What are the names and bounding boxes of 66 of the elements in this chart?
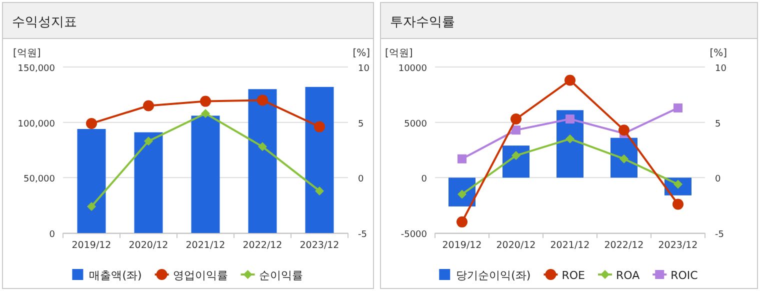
y2-axis-title: [%] [352,48,370,59]
x-tick-label: 2020/12 [128,240,168,251]
y2-tick-label: 0 [358,174,364,185]
point [618,124,630,136]
point [564,74,576,86]
x-tick-label: 2022/12 [242,240,282,251]
point [315,186,324,196]
bar [191,116,220,233]
point [672,198,684,210]
y2-tick-label: 10 [715,64,727,74]
y2-tick-label: -5 [715,230,724,240]
x-tick-label: 2023/12 [658,240,698,251]
y2-axis-title: [%] [710,48,728,59]
legend-label: 순이익률 [258,269,303,282]
point [86,118,97,129]
y-tick-label: 5000 [404,119,428,130]
bar [248,89,277,233]
y-tick-label: -5000 [400,230,428,240]
y-tick-label: 150,000 [18,64,56,74]
point [200,96,211,107]
point [144,136,153,146]
point [201,108,210,118]
x-tick-label: 2019/12 [72,240,112,251]
point [512,151,520,160]
y-axis-title: [억원] [385,48,413,59]
x-tick-label: 2021/12 [550,240,590,251]
y-tick-label: 50,000 [24,174,56,185]
y2-tick-label: -5 [358,230,367,240]
point [257,94,268,106]
y-tick-label: 0 [421,174,428,185]
y2-tick-label: 5 [715,119,721,130]
point [87,202,96,211]
y-tick-label: 100,000 [18,119,56,130]
x-tick-label: 2021/12 [186,240,226,251]
point [458,154,466,164]
point [566,114,574,124]
legend-label: ROIC [670,269,698,282]
x-tick-label: 2019/12 [442,240,482,251]
legend-label: ROE [562,269,586,282]
chart-title: 투자수익률 [390,15,455,30]
legend-label: 매출액(좌) [89,269,142,282]
point [314,121,325,132]
bar [134,132,163,233]
y2-tick-label: 10 [358,64,370,74]
legend-label: 당기순이익(좌) [456,269,531,282]
point [674,103,682,112]
x-tick-label: 2023/12 [300,240,340,251]
legend-label: ROA [616,269,640,282]
y2-tick-label: 0 [715,174,721,185]
point [566,134,574,144]
point [258,142,267,152]
y-tick-label: 0 [49,230,56,240]
point [620,154,628,164]
chart-title: 수익성지표 [12,15,77,30]
point [512,126,520,135]
legend-label: 영업이익률 [172,269,228,282]
x-tick-label: 2020/12 [496,240,536,251]
x-tick-label: 2022/12 [604,240,644,251]
y-tick-label: 10000 [398,64,428,74]
point [456,216,468,228]
point [510,114,522,125]
y-axis-title: [억원] [13,48,41,59]
bar [305,86,334,233]
y2-tick-label: 5 [358,119,364,130]
bar [77,128,106,233]
point [143,100,154,112]
